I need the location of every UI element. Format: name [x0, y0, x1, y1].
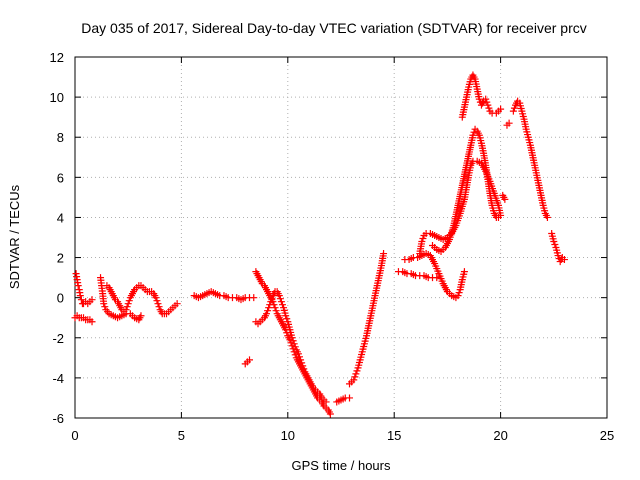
- data-point: [326, 410, 334, 418]
- y-tick-label: -2: [52, 331, 64, 346]
- x-axis-label: GPS time / hours: [292, 458, 391, 473]
- data-point: [482, 95, 490, 103]
- data-point: [455, 289, 463, 297]
- data-point: [263, 310, 271, 318]
- data-point: [483, 98, 491, 106]
- data-point: [351, 373, 359, 381]
- data-point: [152, 294, 160, 302]
- data-point: [122, 306, 130, 314]
- data-point: [271, 304, 279, 312]
- y-tick-label: 2: [57, 251, 64, 266]
- data-point: [475, 95, 483, 103]
- y-tick-label: 10: [50, 90, 64, 105]
- y-tick-label: -6: [52, 411, 64, 426]
- data-point: [484, 101, 492, 109]
- data-point: [268, 295, 276, 303]
- data-points: [71, 71, 568, 418]
- data-point: [101, 303, 109, 311]
- data-point: [551, 241, 559, 249]
- data-point: [353, 367, 361, 375]
- data-point: [137, 312, 145, 320]
- data-point: [264, 307, 272, 315]
- data-point: [266, 301, 274, 309]
- y-tick-label: 4: [57, 210, 64, 225]
- plot-frame: [74, 56, 608, 419]
- data-point: [554, 252, 562, 260]
- data-point: [267, 298, 275, 306]
- data-point: [299, 362, 307, 370]
- y-tick-label: 12: [50, 50, 64, 65]
- data-point: [245, 356, 253, 364]
- x-tick-label: 10: [281, 428, 295, 443]
- data-point: [250, 294, 258, 302]
- data-point: [469, 131, 477, 139]
- data-point: [350, 376, 358, 384]
- data-point: [418, 238, 426, 246]
- data-point: [300, 365, 308, 373]
- data-point: [454, 292, 462, 300]
- data-point: [288, 334, 296, 342]
- data-point: [505, 119, 513, 127]
- data-point: [153, 297, 161, 305]
- data-point: [123, 303, 131, 311]
- data-point: [297, 356, 305, 364]
- y-tick-label: 8: [57, 130, 64, 145]
- x-tick-label: 0: [71, 428, 78, 443]
- y-axis-label: SDTVAR / TECUs: [7, 184, 22, 289]
- x-tick-label: 15: [387, 428, 401, 443]
- data-point: [77, 296, 85, 304]
- data-point: [509, 107, 517, 115]
- data-point: [277, 298, 285, 306]
- data-point: [88, 318, 96, 326]
- data-point: [124, 300, 132, 308]
- data-point: [497, 105, 505, 113]
- data-point: [510, 104, 518, 112]
- data-point: [380, 250, 388, 258]
- x-tick-label: 5: [178, 428, 185, 443]
- data-point: [433, 274, 441, 282]
- data-point: [501, 195, 509, 203]
- y-tick-label: -4: [52, 371, 64, 386]
- y-tick-label: 0: [57, 291, 64, 306]
- data-point: [125, 297, 133, 305]
- data-point: [294, 350, 302, 358]
- data-point: [283, 315, 291, 323]
- data-point: [154, 300, 162, 308]
- data-point: [100, 300, 108, 308]
- data-point: [276, 295, 284, 303]
- data-point: [272, 307, 280, 315]
- axis-ticks: 0 5 10 15 20 25 -6 -4 -2 0 2 4 6 8 10 12: [50, 50, 615, 443]
- data-point: [74, 282, 82, 290]
- grid: [75, 57, 607, 418]
- data-point: [275, 292, 283, 300]
- data-point: [560, 256, 568, 264]
- data-point: [155, 303, 163, 311]
- x-tick-label: 20: [493, 428, 507, 443]
- data-point: [352, 370, 360, 378]
- data-point: [282, 312, 290, 320]
- data-point: [76, 292, 84, 300]
- y-tick-label: 6: [57, 170, 64, 185]
- data-point: [291, 343, 299, 351]
- data-point: [88, 296, 96, 304]
- data-point: [346, 394, 354, 402]
- data-point: [470, 128, 478, 136]
- data-point: [296, 353, 304, 361]
- data-point: [494, 213, 502, 221]
- data-point: [419, 235, 427, 243]
- data-point: [322, 398, 330, 406]
- data-point: [290, 340, 298, 348]
- data-point: [173, 300, 181, 308]
- data-point: [550, 238, 558, 246]
- chart-title: Day 035 of 2017, Sidereal Day-to-day VTE…: [81, 20, 587, 36]
- data-point: [265, 304, 273, 312]
- data-point: [289, 337, 297, 345]
- data-point: [278, 301, 286, 309]
- x-tick-label: 25: [600, 428, 614, 443]
- data-point: [485, 104, 493, 112]
- data-point: [460, 268, 468, 276]
- data-point: [543, 213, 551, 221]
- data-point: [298, 359, 306, 367]
